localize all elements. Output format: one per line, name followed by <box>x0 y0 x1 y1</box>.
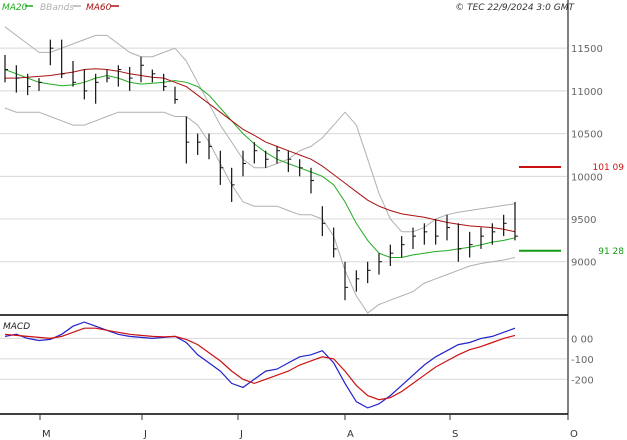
price-bars <box>4 39 518 301</box>
macd-line <box>4 321 516 409</box>
macd-panel-title: MACD <box>3 322 30 332</box>
price-tick-label: 9500 <box>571 215 596 226</box>
price-tick-label: 10000 <box>571 172 603 183</box>
price-tick-label: 9000 <box>571 258 596 269</box>
month-label: M <box>42 429 51 440</box>
month-label: O <box>570 429 578 440</box>
month-label: S <box>452 429 458 440</box>
signal-line <box>4 327 516 401</box>
legend-ma20: MA20 <box>2 3 28 13</box>
legend-ma60: MA60 <box>86 3 112 13</box>
price-level-label: 91 28 <box>598 247 624 257</box>
month-label: J <box>143 429 147 440</box>
axis-tick-labels: 9000 9500 10000 10500 11000 11500 0 00 -100 -200… <box>39 44 625 440</box>
macd-tick-label: -200 <box>571 375 594 386</box>
macd-lines <box>4 321 516 409</box>
price-level-label: 101 09 <box>593 163 625 173</box>
month-label: A <box>347 429 354 440</box>
macd-tick-label: -100 <box>571 355 594 366</box>
price-tick-label: 11000 <box>571 87 603 98</box>
copyright-text: © TEC 22/9/2024 3:0 GMT <box>455 3 575 13</box>
bollinger-band-line <box>4 26 516 233</box>
bollinger-band-line <box>4 107 516 314</box>
price-tick-label: 11500 <box>571 44 603 55</box>
macd-tick-label: 0 00 <box>571 334 593 345</box>
bollinger-bands <box>4 26 516 314</box>
month-label: J <box>239 429 243 440</box>
chart-frame <box>0 0 569 415</box>
grid-lines <box>0 47 567 380</box>
ma60-line <box>5 68 516 233</box>
moving-averages <box>4 68 516 258</box>
ma20-line <box>4 69 516 258</box>
legend: MA20 BBands MA60 <box>2 3 119 13</box>
legend-bbands: BBands <box>40 3 74 13</box>
price-tick-label: 10500 <box>571 130 603 141</box>
